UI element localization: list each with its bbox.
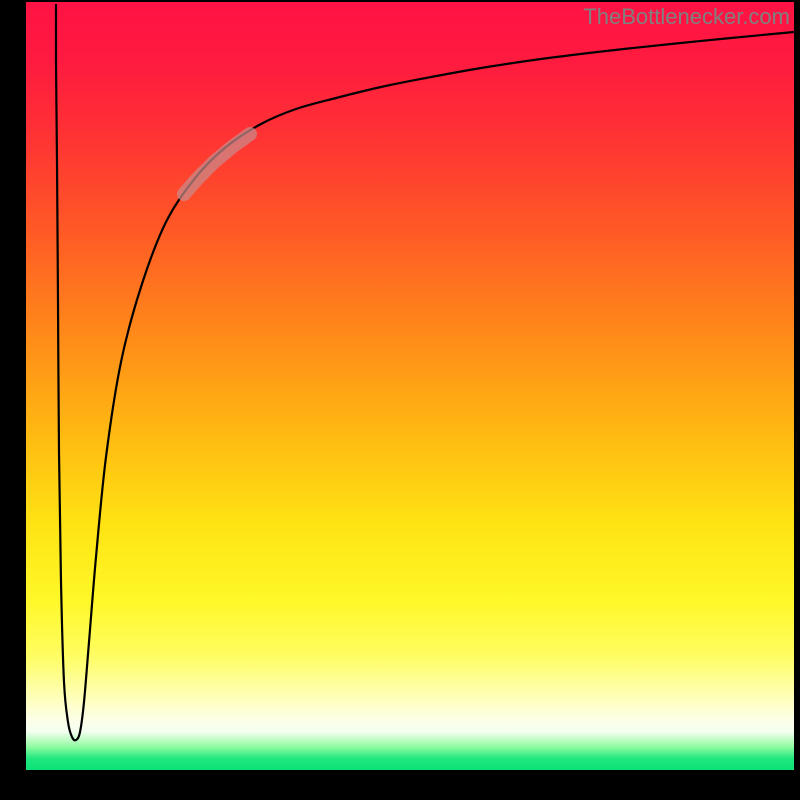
- chart-container: TheBottlenecker.com: [0, 0, 800, 800]
- curve-highlight-layer: [26, 2, 794, 770]
- curve-highlight: [184, 134, 250, 194]
- watermark-text: TheBottlenecker.com: [583, 4, 790, 30]
